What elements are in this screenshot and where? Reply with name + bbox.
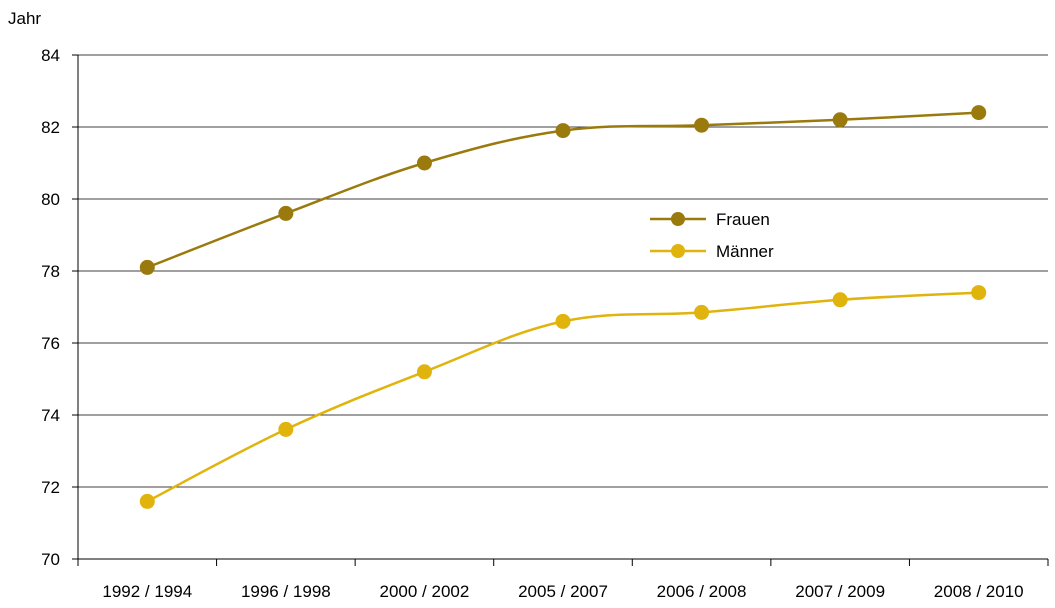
y-tick-label: 76: [41, 334, 60, 353]
y-tick-label: 82: [41, 118, 60, 137]
legend-marker-1: [671, 244, 685, 258]
data-point: [555, 313, 571, 329]
data-point: [694, 304, 710, 320]
y-tick-label: 74: [41, 406, 60, 425]
legend: Frauen Männer: [650, 210, 774, 261]
gridlines: [78, 54, 1048, 488]
y-tick-label: 84: [41, 46, 60, 65]
legend-label-0: Frauen: [716, 210, 770, 229]
y-tick-label: 72: [41, 478, 60, 497]
x-tick-label: 1992 / 1994: [102, 582, 192, 601]
legend-label-1: Männer: [716, 242, 774, 261]
x-tick-label: 2007 / 2009: [795, 582, 885, 601]
y-axis-ticks: 70 72 74 76 78 80 82 84: [41, 46, 78, 569]
data-point: [971, 285, 987, 301]
data-point: [139, 259, 155, 275]
data-point: [832, 292, 848, 308]
x-tick-label: 2006 / 2008: [657, 582, 747, 601]
x-axis: 1992 / 1994 1996 / 1998 2000 / 2002 2005 / …: [77, 55, 1049, 601]
y-tick-label: 70: [41, 550, 60, 569]
data-point: [139, 493, 155, 509]
data-point: [832, 112, 848, 128]
data-point: [694, 117, 710, 133]
y-tick-label: 80: [41, 190, 60, 209]
x-tick-label: 2000 / 2002: [380, 582, 470, 601]
legend-marker-0: [671, 212, 685, 226]
x-tick-label: 1996 / 1998: [241, 582, 331, 601]
data-point: [416, 155, 432, 171]
data-point: [278, 205, 294, 221]
data-point: [555, 123, 571, 139]
y-tick-label: 78: [41, 262, 60, 281]
x-tick-label: 2008 / 2010: [934, 582, 1024, 601]
data-point: [416, 364, 432, 380]
series-lines: [139, 105, 987, 509]
x-tick-label: 2005 / 2007: [518, 582, 608, 601]
y-axis-label: Jahr: [8, 9, 41, 28]
data-point: [278, 421, 294, 437]
data-point: [971, 105, 987, 121]
